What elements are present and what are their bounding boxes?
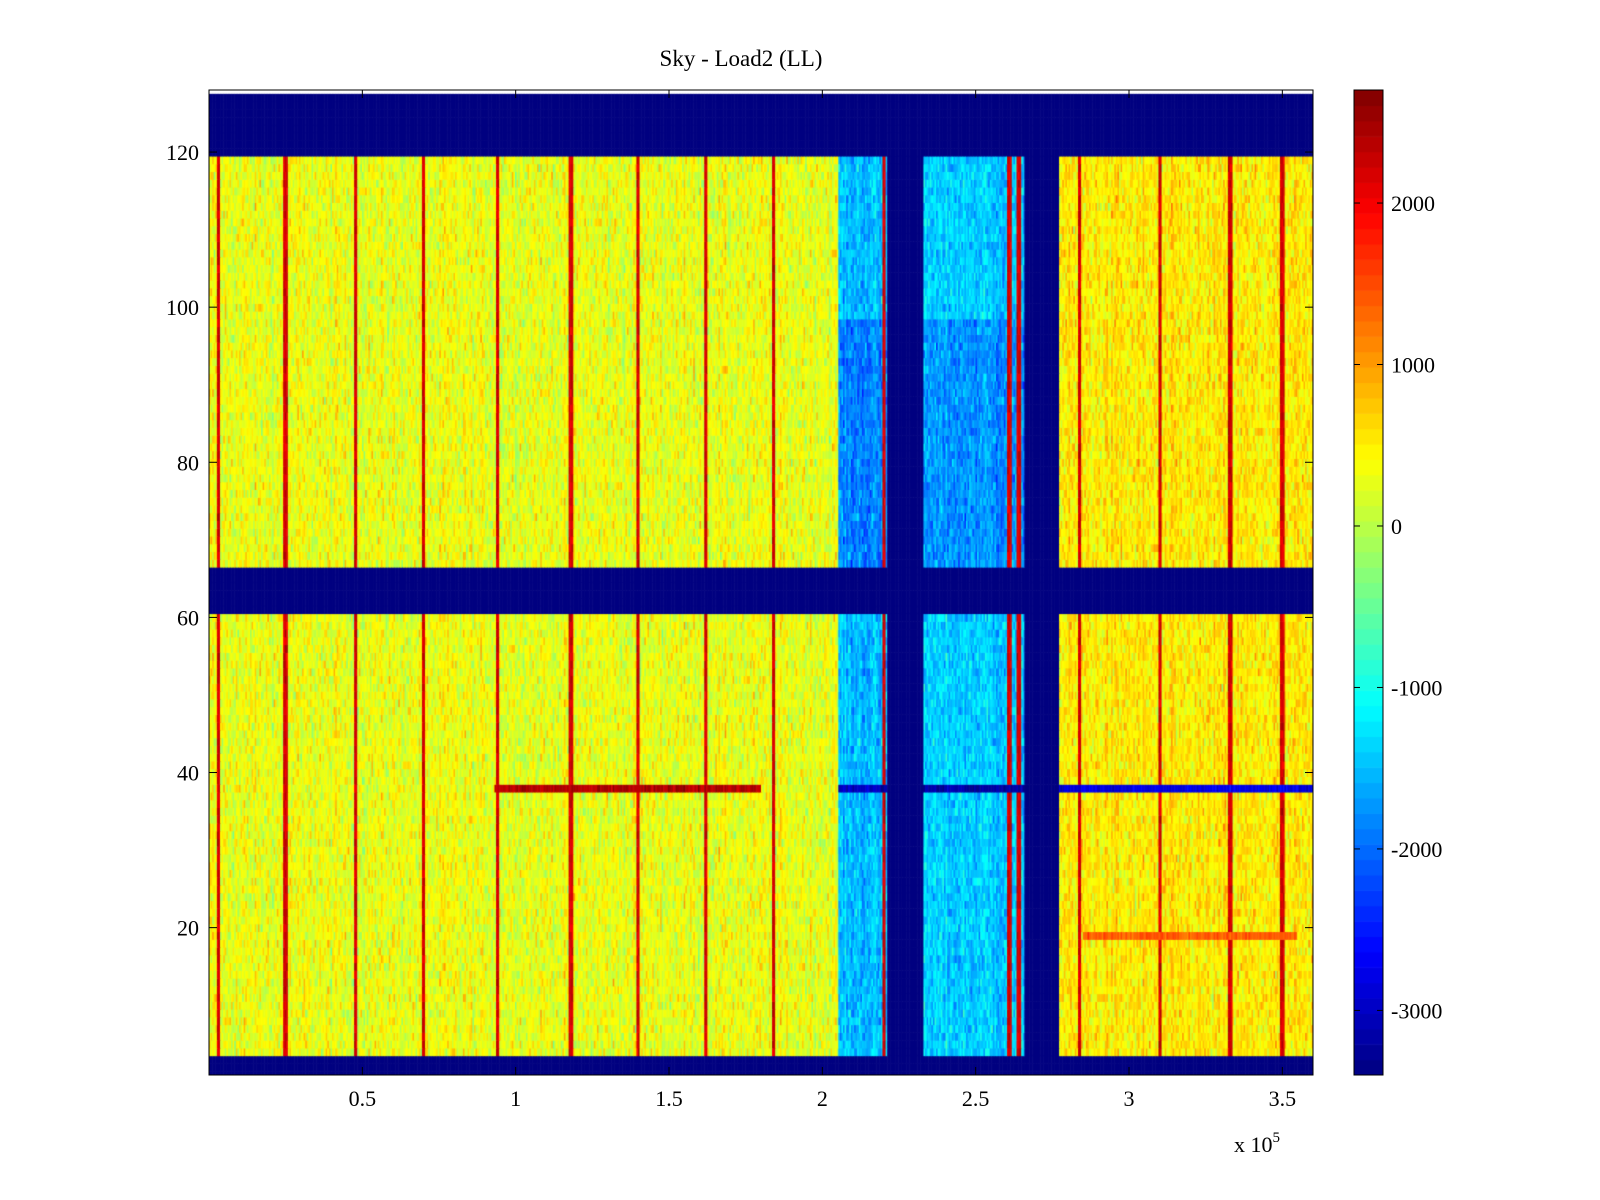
y-axis-ticks: 20 40 60 80 100 120 xyxy=(166,140,1313,941)
y-tick-label: 40 xyxy=(177,761,199,786)
colorbar-tick-label: -3000 xyxy=(1391,998,1442,1023)
x-tick-label: 2.5 xyxy=(962,1086,990,1111)
x-tick-label: 1 xyxy=(510,1086,521,1111)
x-tick-label: 0.5 xyxy=(349,1086,377,1111)
colorbar-frame xyxy=(1353,89,1384,1076)
x-tick-label: 1.5 xyxy=(655,1086,683,1111)
y-tick-label: 60 xyxy=(177,605,199,630)
colorbar-container xyxy=(1354,90,1383,1075)
colorbar-ticks: -3000 -2000 -1000 0 1000 2000 xyxy=(1354,191,1442,1023)
y-tick-label: 100 xyxy=(166,295,199,320)
y-tick-label: 20 xyxy=(177,916,199,941)
colorbar-tick-label: -2000 xyxy=(1391,837,1442,862)
y-tick-label: 120 xyxy=(166,140,199,165)
x-tick-label: 3 xyxy=(1124,1086,1135,1111)
x-axis-multiplier-exponent: 5 xyxy=(1273,1130,1281,1146)
heatmap-raster xyxy=(209,90,1313,1075)
x-axis-multiplier: x 105 xyxy=(1234,1130,1280,1157)
x-axis-ticks: 0.5 1 1.5 2 2.5 3 3.5 xyxy=(349,90,1297,1111)
chart-title: Sky - Load2 (LL) xyxy=(660,46,823,71)
x-axis-multiplier-base: x 10 xyxy=(1234,1132,1273,1157)
colorbar-tick-label: 0 xyxy=(1391,514,1402,539)
heatmap-raster-container xyxy=(209,90,1313,1075)
colorbar-tick-label: 2000 xyxy=(1391,191,1435,216)
plot-frame xyxy=(208,89,1314,1076)
colorbar-tick-label: -1000 xyxy=(1391,675,1442,700)
y-tick-label: 80 xyxy=(177,450,199,475)
colorbar-tick-label: 1000 xyxy=(1391,353,1435,378)
x-tick-label: 3.5 xyxy=(1269,1086,1297,1111)
colorbar xyxy=(1354,90,1383,1075)
x-tick-label: 2 xyxy=(817,1086,828,1111)
